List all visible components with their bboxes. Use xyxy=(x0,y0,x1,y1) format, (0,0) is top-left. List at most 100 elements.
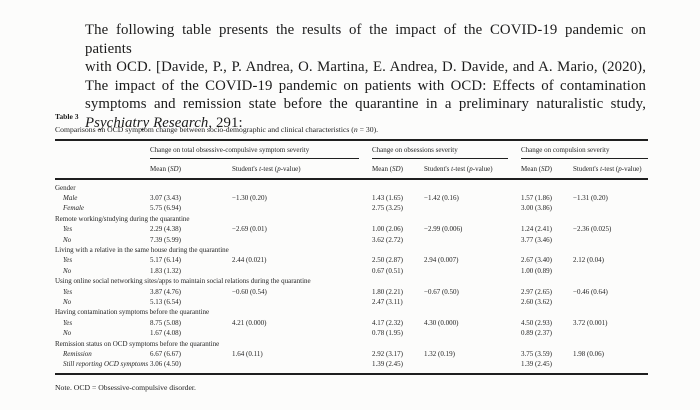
table-row: Gender xyxy=(55,179,648,193)
journal-name: Psychiatry Research xyxy=(85,114,209,131)
header-text: -value) xyxy=(280,164,301,173)
intro-line: The following table presents the results… xyxy=(85,22,646,57)
cell-value: 0.67 (0.51) xyxy=(372,266,403,275)
header-text: t xyxy=(600,164,603,173)
cell-value xyxy=(573,203,648,213)
cell-value xyxy=(424,235,521,245)
intro-line-citation: Psychiatry Research, 291: xyxy=(85,114,646,133)
table-row: Yes 3.87 (4.76) −0.60 (0.54) 1.80 (2.21) −0.… xyxy=(55,287,648,297)
header-text: -test ( xyxy=(602,164,619,173)
cell-value: 1.39 (2.45) xyxy=(372,360,403,369)
cell-value: 5.13 (6.54) xyxy=(150,297,181,306)
cell-value xyxy=(424,297,521,307)
cell-value: −0.60 (0.54) xyxy=(232,287,267,296)
header-text: p xyxy=(277,164,281,173)
table-row: Remission 6.67 (6.67) 1.64 (0.11) 2.92 (3.1… xyxy=(55,349,648,359)
header-text: -test ( xyxy=(261,164,278,173)
cell-value: 3.06 (4.50) xyxy=(150,360,181,369)
cell-value: 4.21 (0.000) xyxy=(232,318,267,327)
header-text: SD xyxy=(170,164,179,173)
cell-value: 0.89 (2.37) xyxy=(521,329,552,338)
cell-value: 4.30 (0.000) xyxy=(424,318,459,327)
cell-value: 7.39 (5.99) xyxy=(150,235,181,244)
cell-value xyxy=(232,235,372,245)
cell-value xyxy=(232,266,372,276)
row-label: No xyxy=(63,329,72,338)
cell-value: 4.50 (2.93) xyxy=(521,318,552,327)
cell-value xyxy=(232,297,372,307)
caption-text: Comparisons on OCD symptom change betwee… xyxy=(55,125,354,134)
row-label: Living with a relative in the same house… xyxy=(55,245,229,254)
table-row: No 5.13 (6.54) 2.47 (3.11) 2.60 (3.62) xyxy=(55,297,648,307)
table-label: Table 3 xyxy=(55,112,79,121)
mean-sd-header: Mean (SD) xyxy=(521,158,574,180)
cell-value: 3.72 (0.001) xyxy=(573,318,608,327)
row-label: Remission xyxy=(63,350,92,358)
cell-value: 2.94 (0.007) xyxy=(424,256,459,265)
cell-value: −0.67 (0.50) xyxy=(424,287,459,296)
cell-value xyxy=(573,235,648,245)
header-text: SD xyxy=(392,164,401,173)
header-text: ) xyxy=(549,164,552,173)
cell-value xyxy=(232,328,372,338)
column-group-label: Change on total obsessive-compulsive sym… xyxy=(150,141,360,159)
header-text: Mean ( xyxy=(372,164,393,173)
cell-value: −1.30 (0.20) xyxy=(232,193,267,202)
intro-line: symptoms and remission state before the … xyxy=(85,96,646,112)
cell-value: 1.83 (1.32) xyxy=(150,266,181,275)
table-row: Having contamination symptoms before the… xyxy=(55,307,648,317)
table-row: Remote working/studying during the quara… xyxy=(55,214,648,224)
cell-value: −2.36 (0.025) xyxy=(573,225,612,234)
table-row: No 1.67 (4.08) 0.78 (1.95) 0.89 (2.37) xyxy=(55,328,648,338)
column-group-obsessions: Change on obsessions severity xyxy=(372,140,521,159)
column-group-compulsion: Change on compulsion severity xyxy=(521,140,649,159)
header-text: -value) xyxy=(472,164,493,173)
ttest-header: Student's t-test (p-value) xyxy=(232,158,373,180)
table-row: Living with a relative in the same house… xyxy=(55,245,648,255)
cell-value: 1.24 (2.41) xyxy=(521,225,552,234)
cell-value xyxy=(232,359,372,373)
cell-value xyxy=(424,266,521,276)
row-label: Still reporting OCD symptoms xyxy=(63,360,149,369)
cell-value: 1.98 (0.06) xyxy=(573,350,604,358)
table-row: No 7.39 (5.99) 3.62 (2.72) 3.77 (3.46) xyxy=(55,235,648,245)
cell-value xyxy=(232,203,372,213)
cell-value: 3.07 (3.43) xyxy=(150,193,181,202)
table-row: Male 3.07 (3.43) −1.30 (0.20) 1.43 (1.65) −1… xyxy=(55,193,648,203)
table-row: Remission status on OCD symptoms before … xyxy=(55,339,648,349)
header-text: p xyxy=(469,164,473,173)
cell-value: 6.67 (6.67) xyxy=(150,350,181,358)
row-label: Remote working/studying during the quara… xyxy=(55,214,190,223)
cell-value: 1.64 (0.11) xyxy=(232,350,263,358)
cell-value: 2.44 (0.021) xyxy=(232,256,267,265)
cell-value: 3.77 (3.46) xyxy=(521,235,552,244)
journal-volume: , 291: xyxy=(208,114,243,131)
row-label: Yes xyxy=(63,256,73,265)
cell-value: 0.78 (1.95) xyxy=(372,329,403,338)
cell-value: 3.00 (3.86) xyxy=(521,204,552,213)
cell-value: −2.69 (0.01) xyxy=(232,225,267,234)
cell-value xyxy=(424,203,521,213)
table-note: Note. OCD = Obsessive-compulsive disorde… xyxy=(55,382,196,392)
table-body: Gender Male 3.07 (3.43) −1.30 (0.20) 1.43 (1… xyxy=(55,179,648,374)
row-label: Gender xyxy=(55,183,76,192)
header-text: t xyxy=(451,164,454,173)
column-group-label: Change on obsessions severity xyxy=(372,141,509,159)
cell-value xyxy=(573,266,648,276)
table-row: Yes 2.29 (4.38) −2.69 (0.01) 1.00 (2.06) −2.… xyxy=(55,224,648,234)
table-row: Female 5.75 (6.94) 2.75 (3.25) 3.00 (3.86) xyxy=(55,203,648,213)
caption-n: n xyxy=(353,125,358,134)
cell-value: −2.99 (0.006) xyxy=(424,225,463,234)
cell-value: 1.32 (0.19) xyxy=(424,350,455,358)
cell-value: 1.43 (1.65) xyxy=(372,193,403,202)
header-text: Student's xyxy=(232,164,260,173)
cell-value xyxy=(573,297,648,307)
mean-sd-header: Mean (SD) xyxy=(372,158,425,180)
row-label: Male xyxy=(63,193,78,202)
cell-value xyxy=(573,328,648,338)
header-text: ) xyxy=(178,164,181,173)
row-label: Yes xyxy=(63,225,73,234)
cell-value: 2.75 (3.25) xyxy=(372,204,403,213)
row-label: Yes xyxy=(63,287,73,296)
